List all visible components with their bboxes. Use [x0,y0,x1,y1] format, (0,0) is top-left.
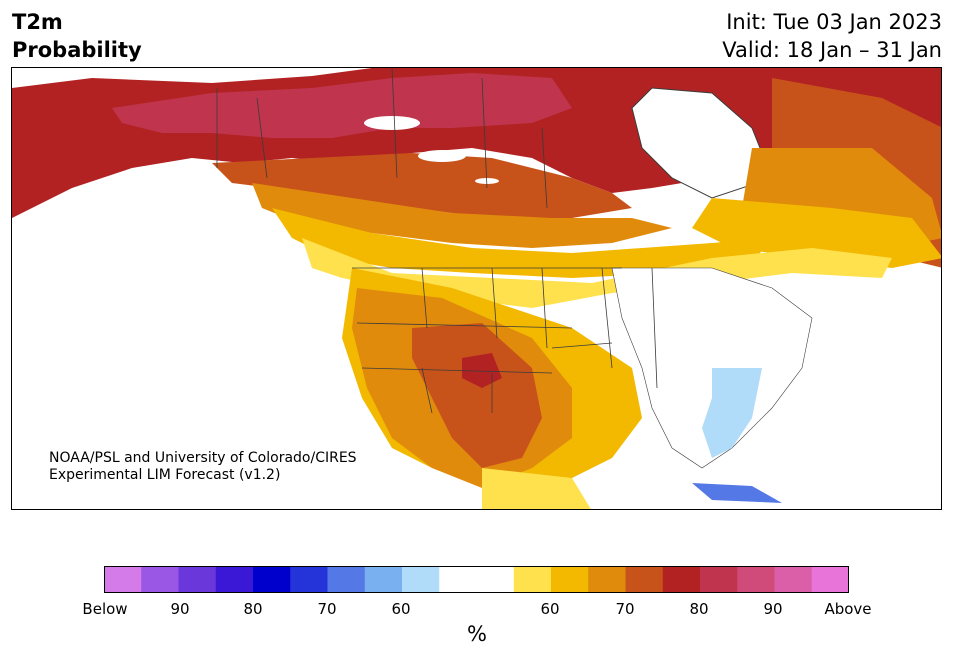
colorbar-swatch [625,566,664,593]
region-florida-60 [702,368,762,458]
colorbar-swatch [141,566,179,593]
region-cuba-70 [692,483,782,503]
forecast-dates: Init: Tue 03 Jan 2023 Valid: 18 Jan – 31… [722,8,942,64]
colorbar-swatch [104,566,142,593]
region-west-75 [412,323,542,468]
colorbar-units: % [467,622,487,646]
colorbar-swatch [811,566,849,593]
title-line-2: Probability [12,38,142,62]
region-mid-65 [272,208,772,278]
valid-dates: Valid: 18 Jan – 31 Jan [722,38,942,62]
colorbar-swatch [253,566,291,593]
colorbar-swatch [290,566,328,593]
forecast-map [11,67,942,510]
colorbar-swatch [364,566,403,593]
colorbar-swatch [327,566,366,593]
colorbar-swatch [513,566,552,593]
init-date: Init: Tue 03 Jan 2023 [726,10,942,34]
tick-warm-70: 70 [615,600,635,618]
colorbar-swatch [700,566,738,593]
title-line-1: T2m [12,10,63,34]
tick-below: Below [82,600,128,618]
probability-map-svg [12,68,941,509]
tick-cold-80: 80 [243,600,263,618]
lake-1 [364,116,420,130]
colorbar-swatch [402,566,440,593]
credit-line-2: Experimental LIM Forecast (v1.2) [49,467,281,483]
credit-line-1: NOAA/PSL and University of Colorado/CIRE… [49,450,357,466]
region-north-above85 [112,73,572,138]
tick-above: Above [824,600,872,618]
region-mexico-60 [482,468,591,509]
colorbar-swatch [215,566,254,593]
borders [216,68,658,414]
colorbar-swatch [588,566,626,593]
lake-2 [418,150,466,162]
tick-warm-90: 90 [763,600,783,618]
colorbar [104,566,849,593]
credit-text: NOAA/PSL and University of Colorado/CIRE… [49,450,357,484]
colorbar-swatch [662,566,701,593]
tick-warm-60: 60 [540,600,560,618]
colorbar-swatch [737,566,775,593]
colorbar-outline [104,566,849,593]
chart-title: T2m Probability [12,8,142,64]
tick-cold-90: 90 [170,600,190,618]
colorbar-swatch [551,566,589,593]
colorbar-swatch [439,566,477,593]
tick-cold-70: 70 [317,600,337,618]
region-mid-75 [212,153,632,218]
colorbar-swatch [476,566,515,593]
tick-cold-60: 60 [391,600,411,618]
tick-warm-80: 80 [689,600,709,618]
colorbar-swatch [774,566,813,593]
colorbar-swatch [178,566,217,593]
